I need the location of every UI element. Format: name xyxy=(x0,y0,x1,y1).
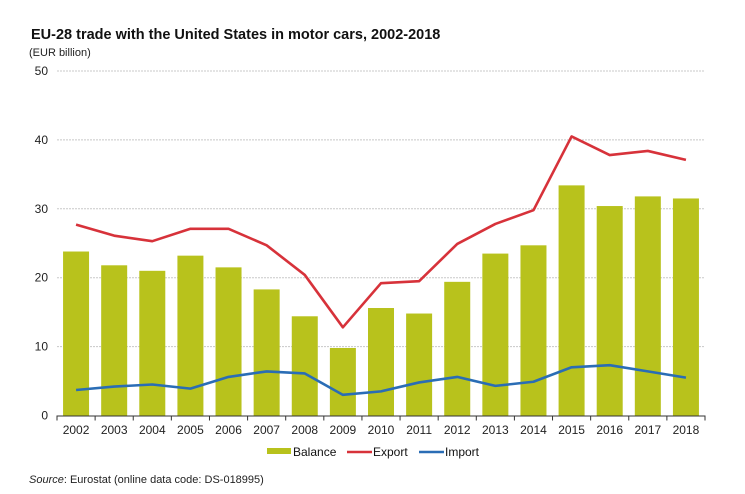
source-note: Source: Eurostat (online data code: DS-0… xyxy=(29,474,264,486)
bar-balance-2005 xyxy=(177,255,204,416)
y-tick-label: 50 xyxy=(35,64,49,78)
axes: 0 10 20 30 40 50 2002 2003 2004 2005 2006 2007 2008 2… xyxy=(35,64,706,437)
legend-swatch-balance xyxy=(267,448,291,454)
bar-balance-2013 xyxy=(482,253,509,416)
source-label: Source xyxy=(29,474,64,486)
x-tick-label: 2012 xyxy=(444,423,471,437)
x-tick-label: 2010 xyxy=(368,423,395,437)
legend-item-import: Import xyxy=(419,445,480,459)
unit-label: (EUR billion) xyxy=(29,47,91,59)
bar-balance-2010 xyxy=(368,308,394,416)
legend-item-balance: Balance xyxy=(267,445,337,459)
x-tick-label: 2009 xyxy=(330,423,357,437)
balance-bars xyxy=(63,185,699,416)
x-tick-label: 2011 xyxy=(406,423,432,437)
series-lines xyxy=(75,135,687,397)
x-tick-label: 2013 xyxy=(482,423,509,437)
x-tick-label: 2017 xyxy=(634,423,661,437)
y-tick-label: 20 xyxy=(35,271,49,285)
x-tick-label: 2002 xyxy=(63,423,90,437)
bar-balance-2014 xyxy=(520,245,547,416)
x-tick-label: 2008 xyxy=(291,423,318,437)
bar-balance-2003 xyxy=(101,265,128,416)
legend-label-balance: Balance xyxy=(293,445,337,459)
bar-balance-2009 xyxy=(329,347,356,416)
bar-balance-2011 xyxy=(406,313,433,416)
x-tick-label: 2006 xyxy=(215,423,242,437)
bar-balance-2012 xyxy=(444,281,471,416)
y-tick-label: 10 xyxy=(35,340,49,354)
x-tick-label: 2015 xyxy=(558,423,585,437)
legend: Balance Export Import xyxy=(267,445,480,459)
y-tick-label: 40 xyxy=(35,133,49,147)
x-tick-label: 2003 xyxy=(101,423,128,437)
source-text: : Eurostat (online data code: DS-018995) xyxy=(63,474,264,486)
bar-balance-2016 xyxy=(596,206,623,416)
line-import xyxy=(75,363,687,397)
bar-balance-2018 xyxy=(672,198,699,416)
x-tick-label: 2007 xyxy=(253,423,280,437)
bar-balance-2002 xyxy=(63,251,90,416)
legend-label-import: Import xyxy=(445,445,480,459)
legend-item-export: Export xyxy=(347,445,408,459)
legend-label-export: Export xyxy=(373,445,408,459)
bar-balance-2015 xyxy=(558,185,585,416)
bar-balance-2007 xyxy=(253,289,280,416)
x-tick-label: 2018 xyxy=(673,423,700,437)
bar-balance-2004 xyxy=(139,270,166,416)
bar-balance-2006 xyxy=(215,267,242,416)
x-tick-label: 2005 xyxy=(177,423,204,437)
y-tick-label: 0 xyxy=(41,409,48,423)
chart-title: EU-28 trade with the United States in mo… xyxy=(31,27,441,43)
x-tick-label: 2014 xyxy=(520,423,547,437)
x-tick-label: 2004 xyxy=(139,423,166,437)
line-export xyxy=(75,135,687,329)
bar-balance-2008 xyxy=(291,316,318,416)
bar-balance-2017 xyxy=(634,196,661,416)
y-tick-label: 30 xyxy=(35,202,49,216)
x-tick-label: 2016 xyxy=(596,423,623,437)
